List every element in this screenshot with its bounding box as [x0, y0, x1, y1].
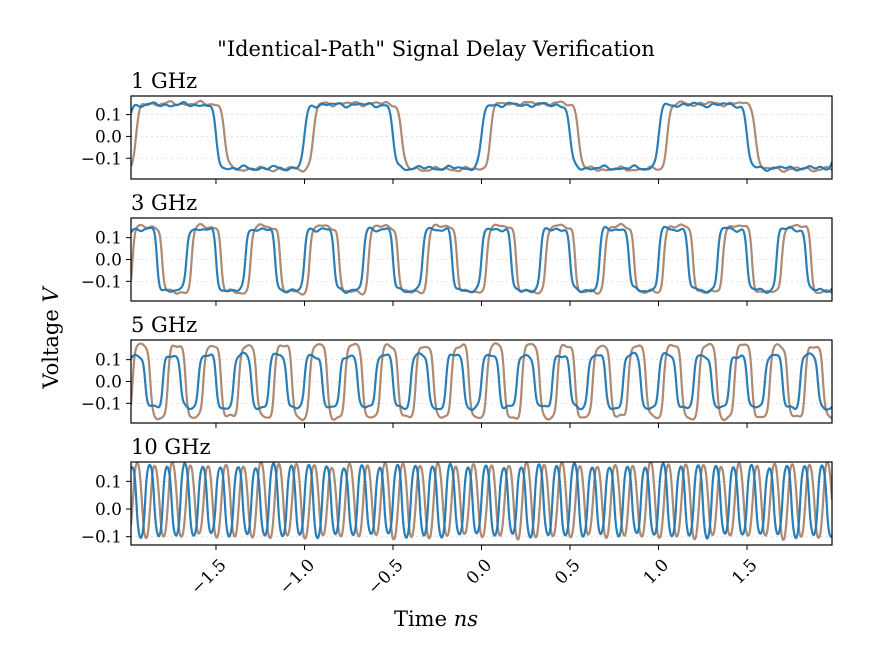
panel-title: 3 GHz	[131, 191, 197, 215]
panel-3ghz: 3 GHz 0.10.0−0.1	[81, 191, 833, 306]
figure-title: "Identical-Path" Signal Delay Verificati…	[217, 37, 655, 61]
panel-10ghz: 10 GHz 0.1 0.0 −0.1	[81, 435, 833, 550]
panel-5ghz: 5 GHz 0.10.0−0.1	[81, 313, 833, 428]
panel-frame	[130, 217, 833, 302]
x-tick-label: −1.0	[276, 555, 319, 598]
x-axis-label-unit: ns	[454, 607, 479, 631]
panel-title: 5 GHz	[131, 313, 197, 337]
y-axis-label-main: Voltage	[39, 309, 63, 389]
series-group	[131, 99, 832, 173]
y-tick-label: −0.1	[81, 394, 122, 414]
y-axis-label: Voltage V	[39, 286, 63, 390]
y-tick-label: 0.1	[95, 472, 122, 492]
y-tick-label: −0.1	[81, 149, 122, 169]
x-axis-ticks: −1.5 −1.0 −0.5 0.0 0.5 1.0 1.5	[187, 555, 761, 598]
y-tick-label: −0.1	[81, 272, 122, 292]
x-axis-label: Time ns	[394, 607, 478, 631]
y-axis-label-unit: V	[39, 286, 63, 303]
panel-title: 1 GHz	[131, 69, 197, 93]
series-line-signal_a	[131, 225, 832, 294]
panel-frame	[130, 461, 833, 546]
y-tick-label: 0.1	[95, 351, 122, 371]
series-group	[131, 462, 832, 541]
panel-frame	[130, 339, 833, 424]
x-tick-label: 0.0	[463, 555, 496, 588]
series-line-signal_b	[131, 342, 832, 422]
y-tick-label: 0.0	[95, 373, 122, 393]
series-line-signal_a	[131, 351, 832, 411]
x-tick-label: −0.5	[364, 555, 407, 598]
series-line-signal_b	[131, 99, 832, 173]
series-group	[131, 342, 832, 422]
series-line-signal_b	[131, 222, 832, 296]
y-tick-label: 0.0	[95, 500, 122, 520]
x-tick-label: 1.0	[640, 555, 673, 588]
x-tick-label: 1.5	[728, 555, 761, 588]
y-tick-label: 0.1	[95, 229, 122, 249]
y-tick-label: −0.1	[81, 528, 122, 548]
series-line-signal_b	[131, 462, 832, 541]
series-group	[131, 222, 832, 296]
x-tick-label: −1.5	[187, 555, 230, 598]
panel-1ghz: 1 GHz 0.10.0−0.1	[81, 69, 833, 184]
x-tick-label: 0.5	[551, 555, 584, 588]
series-line-signal_a	[131, 100, 832, 172]
y-tick-label: 0.0	[95, 251, 122, 271]
panel-frame	[130, 95, 833, 180]
x-axis-label-main: Time	[394, 607, 447, 631]
y-tick-label: 0.0	[95, 127, 122, 147]
y-tick-label: 0.1	[95, 106, 122, 126]
panel-title: 10 GHz	[131, 435, 211, 459]
series-line-signal_a	[131, 462, 832, 540]
